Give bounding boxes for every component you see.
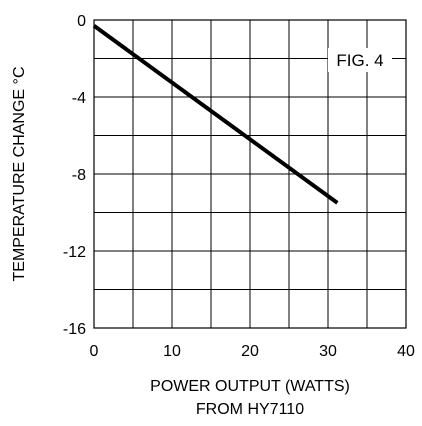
x-tick-labels: 0 10 20 30 40 (90, 343, 415, 360)
y-tick-label: -8 (72, 167, 86, 184)
plot-frame (93, 19, 407, 329)
y-tick-label: -4 (72, 90, 86, 107)
x-tick-label: 40 (397, 343, 415, 360)
y-tick-label: -16 (63, 321, 86, 338)
x-axis-title-line-1: POWER OUTPUT (WATTS) (150, 378, 350, 395)
x-axis-title-line-2: FROM HY7110 (196, 401, 304, 418)
x-tick-label: 30 (319, 343, 337, 360)
x-tick-label: 0 (90, 343, 99, 360)
y-tick-label: -12 (63, 244, 86, 261)
y-axis-title: TEMPERATURE CHANGE °C (11, 66, 28, 281)
figure-label-background (328, 48, 392, 72)
x-tick-label: 10 (163, 343, 181, 360)
y-tick-labels: 0 -4 -8 -12 -16 (63, 13, 86, 338)
plot-frame-group (93, 19, 407, 329)
figure-label: FIG. 4 (336, 51, 383, 70)
data-series-group (92, 24, 339, 205)
y-tick-label: 0 (77, 13, 86, 30)
series-line (92, 24, 339, 205)
x-tick-label: 20 (241, 343, 259, 360)
